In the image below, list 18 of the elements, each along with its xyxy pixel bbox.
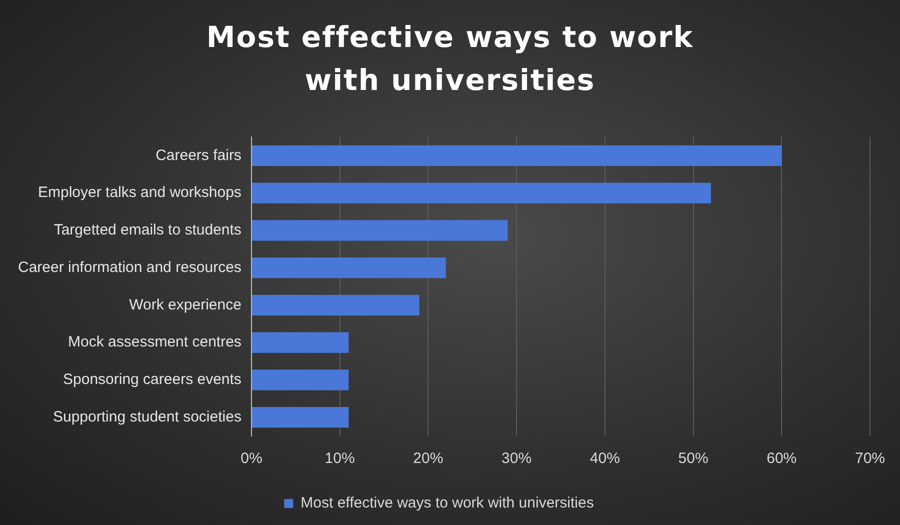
legend-label: Most effective ways to work with universities — [300, 494, 594, 512]
y-tick-label: Employer talks and workshops — [38, 184, 242, 202]
x-tick-label: 20% — [413, 450, 444, 468]
x-tick-label: 70% — [854, 450, 886, 468]
x-tick-label: 60% — [766, 450, 797, 468]
y-tick-label: Careers fairs — [156, 146, 242, 164]
x-tick-label: 50% — [678, 450, 708, 468]
y-tick-label: Mock assessment centres — [68, 334, 242, 351]
y-tick-label: Work experience — [129, 296, 242, 314]
x-tick-label: 30% — [502, 450, 532, 468]
x-tick-label: 10% — [324, 450, 355, 468]
chart-title: Most effective ways to work with universities — [205, 19, 695, 99]
y-tick-label: Supporting student societies — [52, 408, 242, 426]
x-tick-label: 40% — [590, 450, 620, 468]
y-tick-label: Targetted emails to students — [54, 222, 242, 239]
x-tick-label: 0% — [240, 450, 262, 468]
y-tick-label: Career information and resources — [18, 258, 242, 276]
y-tick-label: Sponsoring careers events — [63, 371, 242, 388]
